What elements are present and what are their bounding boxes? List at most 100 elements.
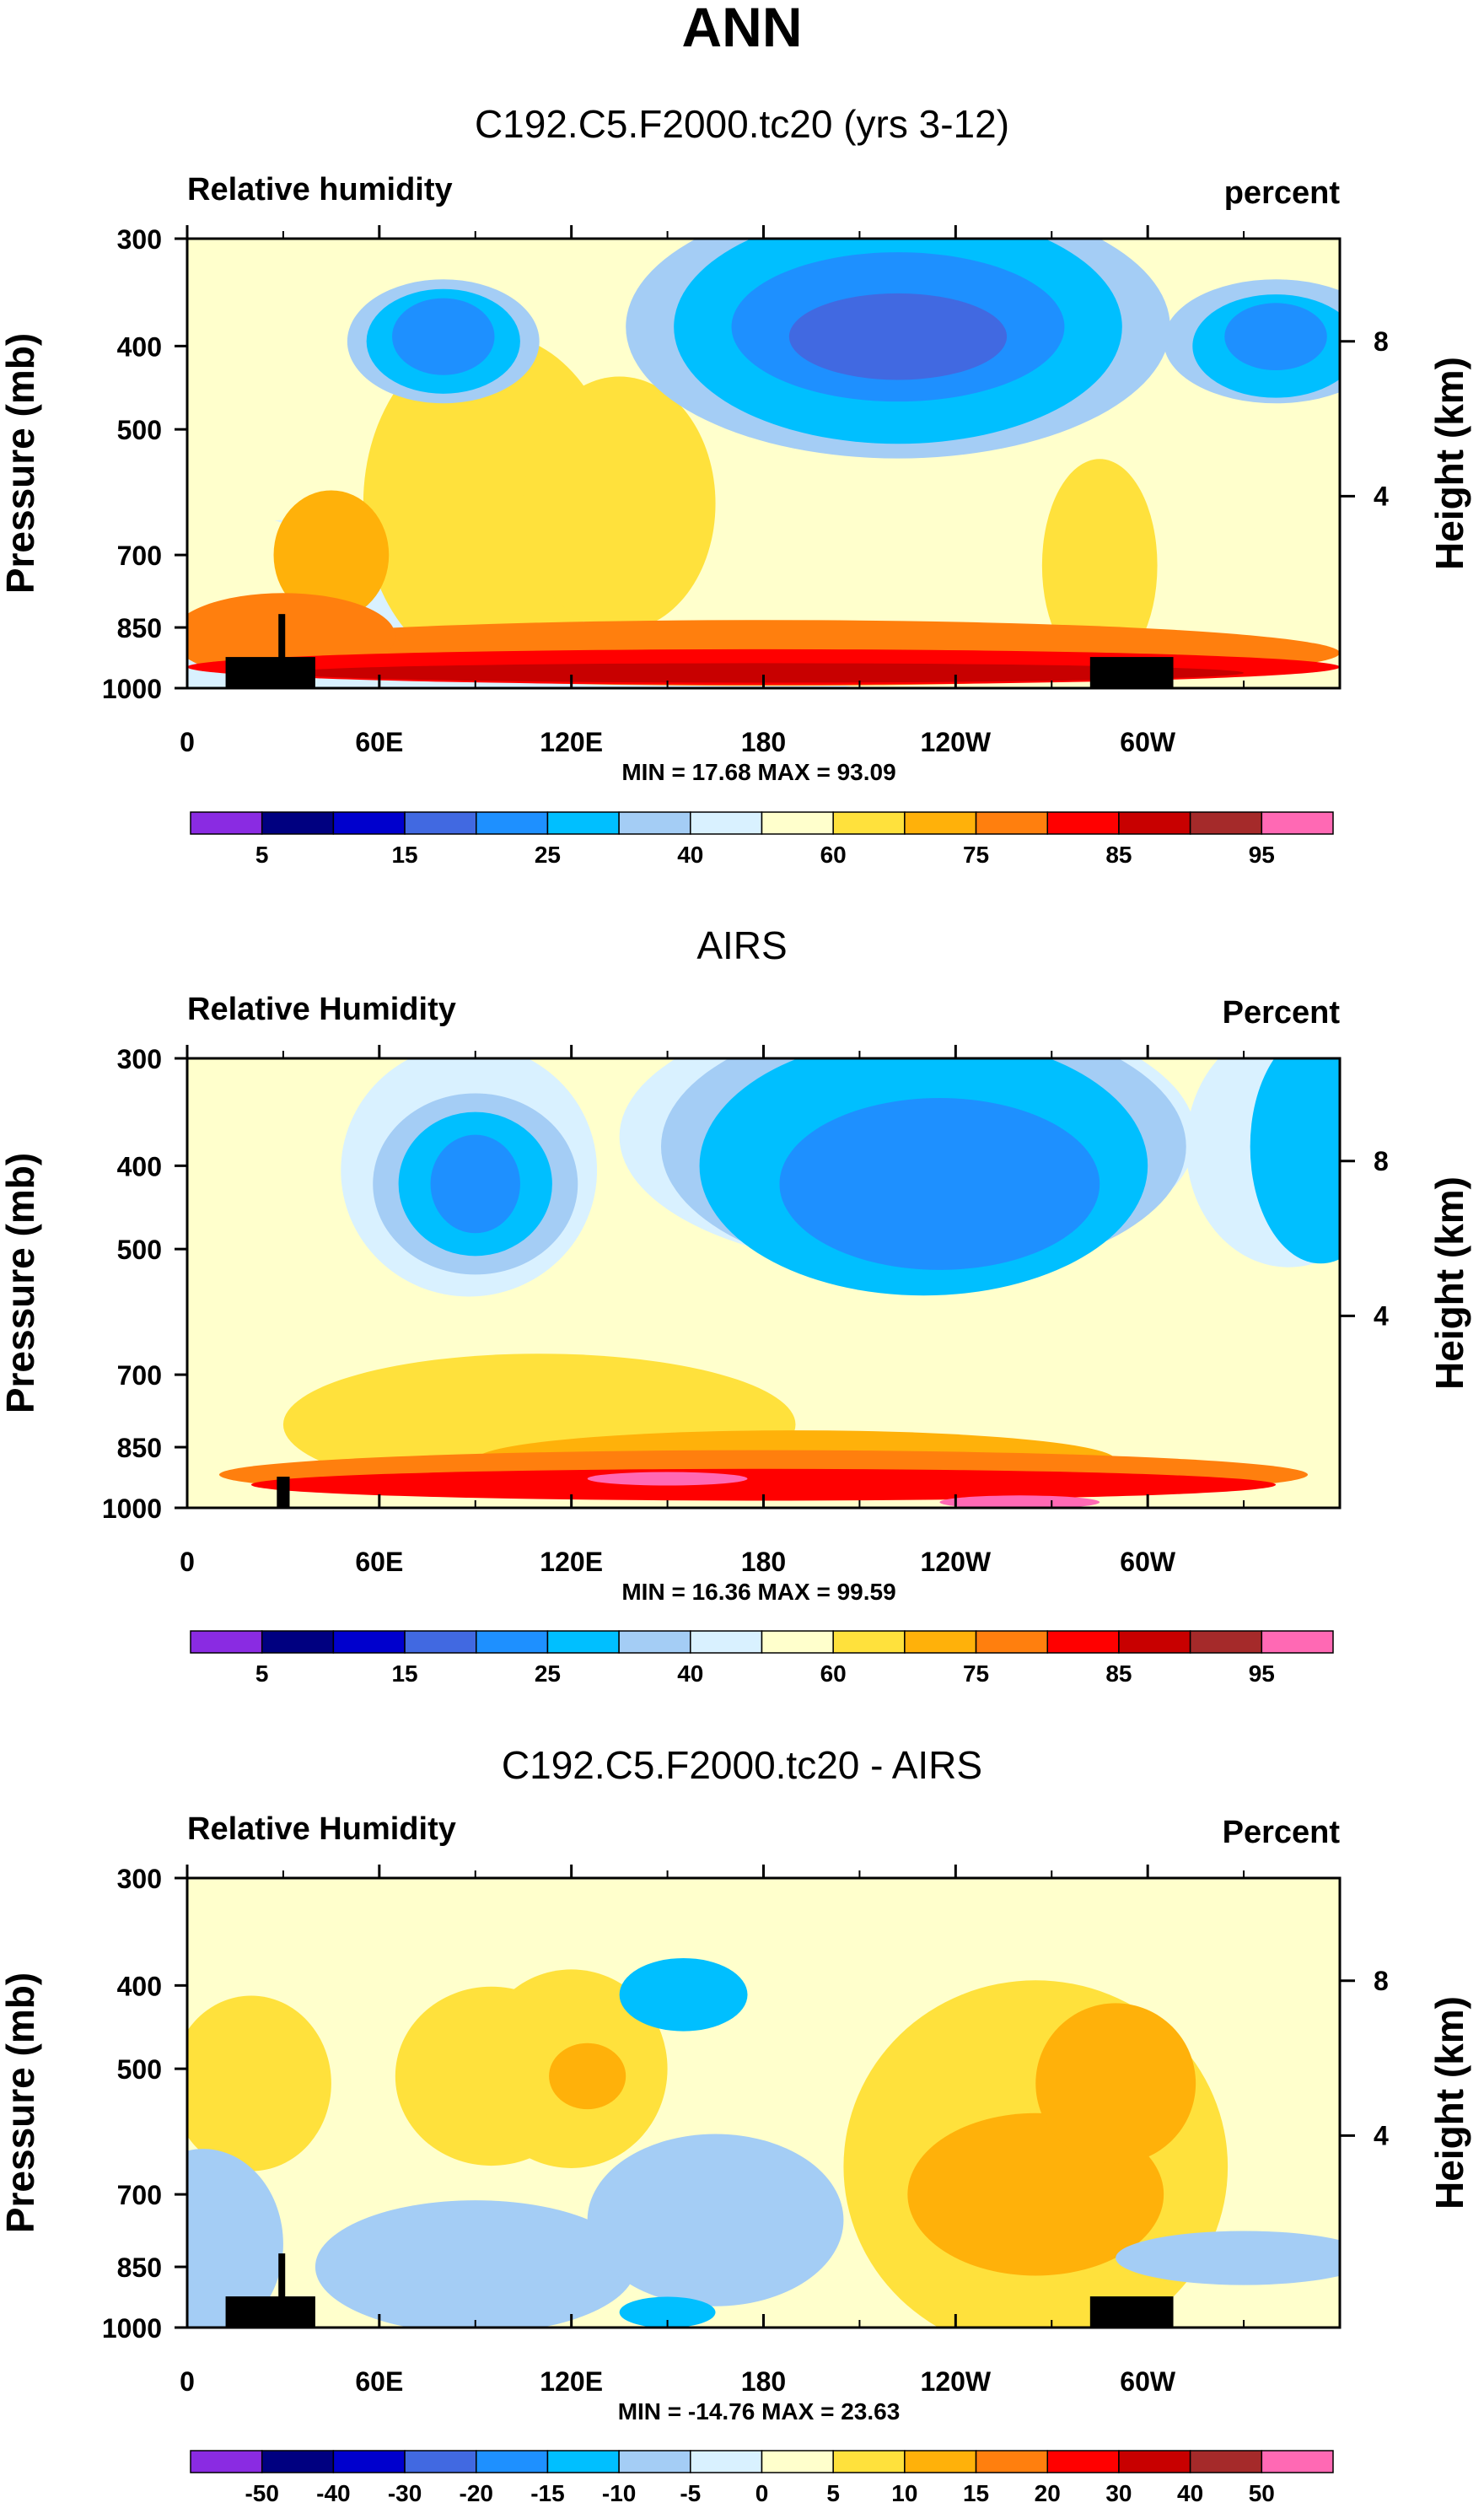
colorbar-swatch xyxy=(904,811,977,835)
colorbar-label: 20 xyxy=(1035,2480,1061,2506)
panel-2: AIRS Relative Humidity Percent 0 60E 120E 180 1… xyxy=(0,923,1471,1687)
y-tick-label: 850 xyxy=(117,2252,162,2283)
colorbar-swatch xyxy=(975,1630,1048,1654)
colorbar-swatch xyxy=(404,2450,477,2473)
y-tick-label: 500 xyxy=(117,1235,162,1265)
topography-peak xyxy=(278,2253,286,2328)
y2-axis-label: Height (km) xyxy=(1428,357,1471,570)
colorbar-label: 15 xyxy=(963,2480,989,2506)
x-tick-label: 120W xyxy=(921,2366,992,2397)
colorbar-label: 25 xyxy=(535,842,561,868)
colorbar-swatch xyxy=(690,811,763,835)
topography xyxy=(225,657,315,688)
topography xyxy=(277,1477,290,1508)
colorbar-label: 75 xyxy=(963,842,989,868)
y-tick-label: 400 xyxy=(117,331,162,362)
colorbar-label: -10 xyxy=(602,2480,636,2506)
contour-region xyxy=(549,2042,626,2110)
x-tick-label: 60E xyxy=(355,2366,403,2397)
colorbar-swatch xyxy=(404,1630,477,1654)
colorbar-swatch xyxy=(904,1630,977,1654)
y2-tick-label: 4 xyxy=(1374,481,1389,511)
contour-region xyxy=(392,298,495,375)
colorbar-swatch xyxy=(190,811,263,835)
x-tick-label: 0 xyxy=(180,1547,195,1577)
colorbar-label: 60 xyxy=(820,1660,847,1687)
y2-tick-label: 4 xyxy=(1374,2120,1389,2150)
colorbar-label: 0 xyxy=(755,2480,769,2506)
contour-field xyxy=(187,1058,1340,1508)
panel-right-label: percent xyxy=(1224,175,1341,211)
contour-region xyxy=(187,1995,331,2172)
colorbar-swatch xyxy=(332,1630,406,1654)
colorbar-swatch xyxy=(761,811,834,835)
y2-tick-label: 8 xyxy=(1374,1146,1389,1176)
colorbar-swatch xyxy=(1046,2450,1120,2473)
colorbar-swatch xyxy=(690,2450,763,2473)
colorbar-swatch xyxy=(832,811,906,835)
colorbar-label: 5 xyxy=(826,2480,840,2506)
y-tick-label: 700 xyxy=(117,541,162,571)
x-tick-label: 60W xyxy=(1120,727,1176,757)
colorbar-swatch xyxy=(261,2450,335,2473)
y-axis-label: Pressure (mb) xyxy=(0,1972,42,2233)
colorbar-label: 95 xyxy=(1249,842,1275,868)
x-tick-label: 180 xyxy=(741,2366,786,2397)
panel-left-label: Relative Humidity xyxy=(187,992,456,1027)
contour-region xyxy=(587,2134,844,2306)
x-tick-label: 60E xyxy=(355,1547,403,1577)
contour-region xyxy=(1116,2231,1340,2285)
x-tick-label: 120E xyxy=(540,1547,603,1577)
y-tick-label: 400 xyxy=(117,1151,162,1181)
contour-region xyxy=(1224,303,1327,370)
colorbar-swatch xyxy=(975,2450,1048,2473)
colorbar-swatch xyxy=(476,811,549,835)
y-tick-label: 700 xyxy=(117,2180,162,2210)
x-tick-label: 0 xyxy=(180,727,195,757)
y-tick-label: 500 xyxy=(117,2054,162,2085)
colorbar-swatch xyxy=(546,811,620,835)
y-tick-label: 400 xyxy=(117,1971,162,2001)
colorbar-swatch xyxy=(1118,811,1191,835)
topography xyxy=(1089,2296,1174,2328)
colorbar-swatch xyxy=(546,2450,620,2473)
contour-field xyxy=(187,1957,1340,2328)
colorbar-swatch xyxy=(904,2450,977,2473)
panel-right-label: Percent xyxy=(1223,1815,1341,1850)
colorbar-swatch xyxy=(1261,811,1334,835)
colorbar-swatch xyxy=(476,1630,549,1654)
x-tick-label: 120E xyxy=(540,727,603,757)
colorbar-swatch xyxy=(1046,1630,1120,1654)
colorbar-label: -5 xyxy=(680,2480,701,2506)
panel-left-label: Relative humidity xyxy=(187,172,453,207)
colorbar-label: 60 xyxy=(820,842,847,868)
colorbar-swatch xyxy=(1118,2450,1191,2473)
y-tick-label: 850 xyxy=(117,613,162,643)
x-tick-label: 180 xyxy=(741,1547,786,1577)
contour-region xyxy=(187,1187,354,1447)
colorbar-swatch xyxy=(832,1630,906,1654)
colorbar-swatch xyxy=(1046,811,1120,835)
colorbar-swatch xyxy=(690,1630,763,1654)
x-tick-label: 60W xyxy=(1120,1547,1176,1577)
colorbar-swatch xyxy=(618,811,691,835)
colorbar-label: 25 xyxy=(535,1660,561,1687)
contour-region xyxy=(619,2296,716,2328)
x-tick-label: 120W xyxy=(921,727,992,757)
contour-region xyxy=(788,293,1008,380)
colorbar-swatch xyxy=(1261,2450,1334,2473)
colorbar-swatch xyxy=(332,811,406,835)
colorbar-swatch xyxy=(190,2450,263,2473)
y2-tick-label: 8 xyxy=(1374,326,1389,357)
colorbar-label: 15 xyxy=(391,1660,417,1687)
colorbar-swatch xyxy=(618,1630,691,1654)
colorbar-label: 95 xyxy=(1249,1660,1275,1687)
contour-region xyxy=(250,1468,1277,1501)
colorbar-swatch xyxy=(1118,1630,1191,1654)
panel-left-label: Relative Humidity xyxy=(187,1811,456,1847)
colorbar-label: 75 xyxy=(963,1660,989,1687)
topography xyxy=(225,2296,315,2328)
topography-peak xyxy=(278,614,286,688)
colorbar-swatch xyxy=(261,811,335,835)
colorbar-label: 10 xyxy=(891,2480,917,2506)
